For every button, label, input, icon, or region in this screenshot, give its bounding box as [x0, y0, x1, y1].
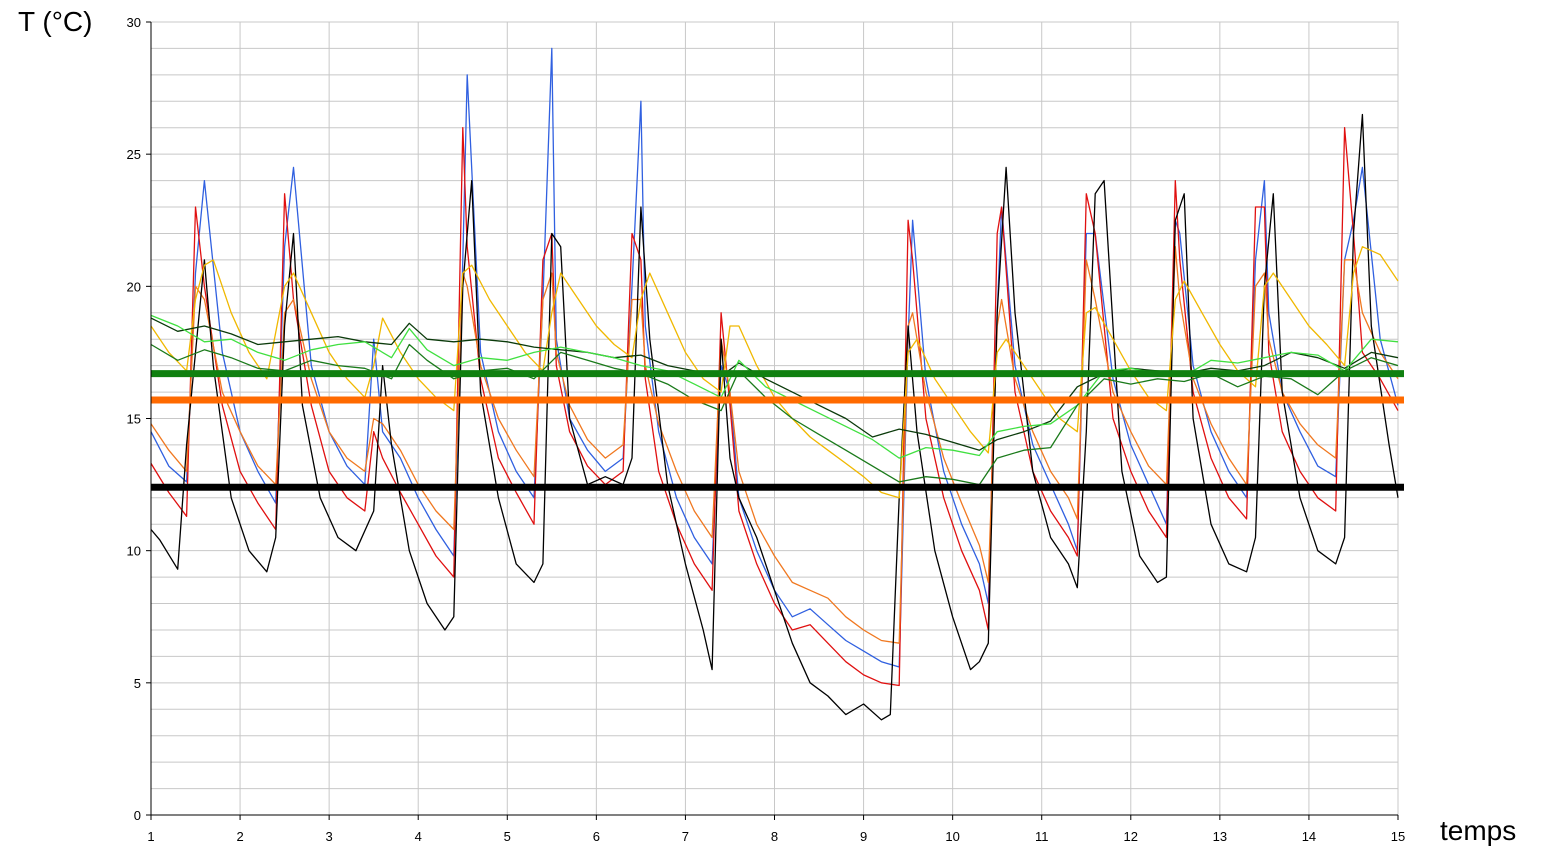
x-tick-label: 13 — [1213, 829, 1227, 844]
y-tick-label: 25 — [127, 147, 141, 162]
x-tick-labels: 1 2 3 4 5 6 7 8 9 10 11 12 13 14 15 — [147, 829, 1405, 844]
x-tick-label: 15 — [1391, 829, 1405, 844]
x-tick-label: 9 — [860, 829, 867, 844]
y-tick-label: 5 — [134, 676, 141, 691]
x-tick-label: 8 — [771, 829, 778, 844]
y-tick-label: 0 — [134, 808, 141, 823]
y-tick-label: 30 — [127, 15, 141, 30]
axes — [146, 21, 1399, 820]
x-axis-label: temps — [1440, 815, 1517, 846]
x-tick-label: 1 — [147, 829, 154, 844]
series-line-2 — [150, 127, 1399, 687]
reference-lines — [151, 370, 1404, 491]
x-tick-label: 2 — [236, 829, 243, 844]
x-tick-label: 10 — [945, 829, 959, 844]
y-tick-label: 10 — [127, 544, 141, 559]
x-tick-label: 12 — [1124, 829, 1138, 844]
x-tick-label: 5 — [504, 829, 511, 844]
x-tick-label: 6 — [593, 829, 600, 844]
series-line-5 — [150, 246, 1399, 499]
x-tick-label: 11 — [1035, 829, 1049, 844]
x-tick-label: 7 — [682, 829, 689, 844]
y-tick-label: 15 — [127, 412, 141, 427]
y-tick-label: 20 — [127, 279, 141, 294]
y-axis-label: T (°C) — [18, 6, 93, 37]
y-tick-labels: 0 5 10 15 20 25 30 — [127, 15, 141, 823]
x-tick-label: 4 — [415, 829, 422, 844]
series-line-4 — [150, 113, 1399, 721]
x-tick-label: 14 — [1302, 829, 1316, 844]
x-tick-label: 3 — [326, 829, 333, 844]
